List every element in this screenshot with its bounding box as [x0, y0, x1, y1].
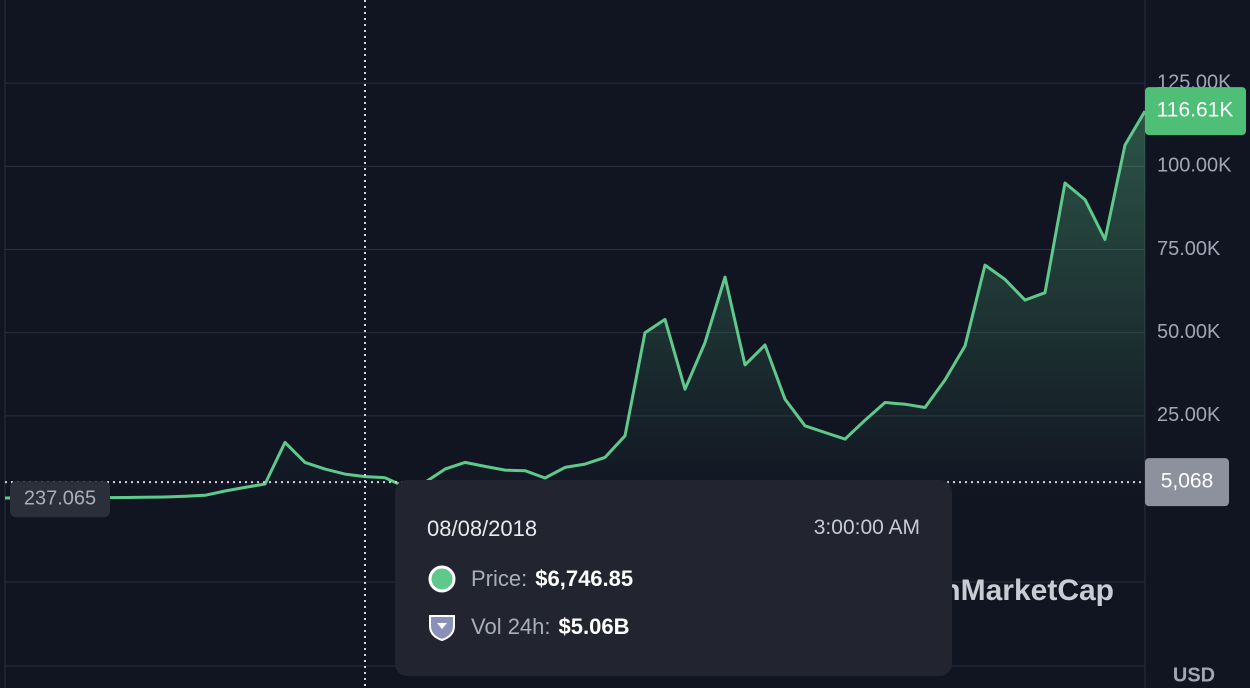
plot — [4, 110, 1147, 500]
time: 3:00:00 AM — [813, 516, 920, 539]
min-price-label: 237.065 — [24, 487, 96, 509]
min-price-box — [10, 481, 110, 518]
volume-icon — [429, 615, 455, 642]
last-price-box — [1145, 87, 1246, 136]
crosshair-label: 5,068 — [1161, 470, 1214, 493]
tooltip-date: 08/08/2018 — [427, 516, 537, 542]
overlay: 5,068 116.61K 237.065 — [5, 0, 1246, 688]
y-tick-label: 50.00K — [1157, 321, 1221, 343]
price-value: $6,746.85 — [535, 566, 634, 591]
y-tick-label: 75.00K — [1157, 238, 1221, 260]
price-label: Price: — [471, 566, 528, 591]
area — [5, 111, 1145, 499]
volume-value: $5.06B — [558, 614, 630, 639]
y-tick-label: 100.00K — [1157, 155, 1232, 177]
tooltip-volume: Vol 24h: $5.06B — [427, 612, 629, 642]
currency: USD — [1173, 664, 1215, 686]
date: 08/08/2018 — [427, 516, 538, 541]
price-icon — [428, 565, 456, 593]
y-tick-label: 25.00K — [1157, 404, 1221, 426]
last-price-label: 116.61K — [1157, 99, 1234, 122]
price-line — [4, 110, 1147, 500]
tooltip: 08/08/2018 3:00:00 AM Price: $6,746.85 V… — [395, 480, 952, 676]
volume-label: Vol 24h: — [471, 614, 551, 639]
tooltip-price: Price: $6,746.85 — [427, 564, 633, 594]
crosshair-box — [1145, 458, 1229, 507]
